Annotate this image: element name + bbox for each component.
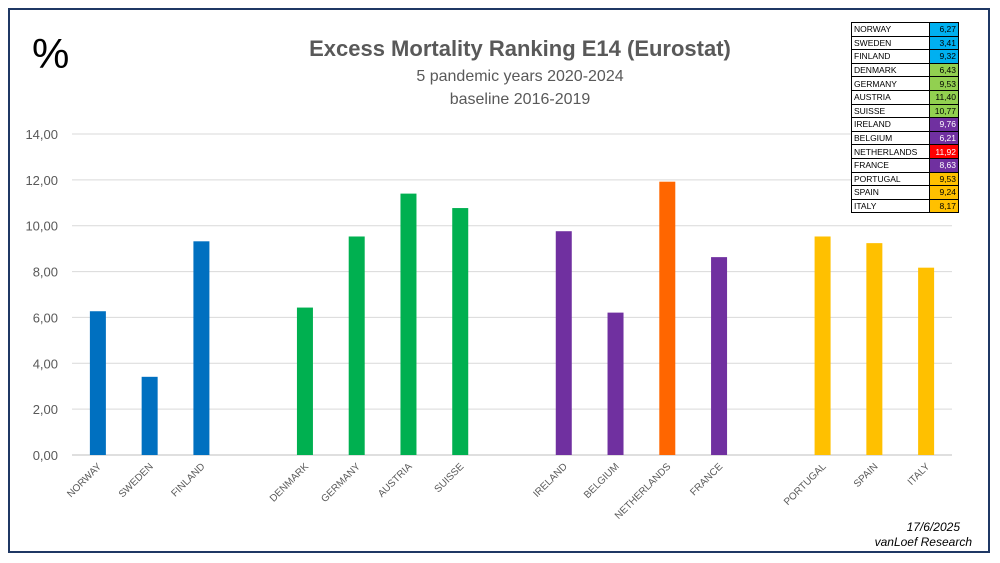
legend-country: FINLAND xyxy=(851,49,930,64)
x-tick-label: AUSTRIA xyxy=(376,461,415,500)
legend-table: NORWAY 6,27 SWEDEN 3,41 FINLAND 9,32 DENMARK 6,… xyxy=(851,22,959,214)
percent-symbol: % xyxy=(32,30,70,77)
legend-row: SPAIN 9,24 xyxy=(851,185,959,200)
legend-country: NETHERLANDS xyxy=(851,144,930,159)
legend-value: 9,24 xyxy=(929,185,959,200)
footer-author: vanLoef Research xyxy=(874,535,972,549)
legend-row: BELGIUM 6,21 xyxy=(851,130,959,146)
bar-france xyxy=(711,257,728,455)
x-tick-label: ITALY xyxy=(906,461,933,488)
legend-country: FRANCE xyxy=(851,157,930,173)
legend-value: 6,21 xyxy=(929,130,959,146)
y-tick-label: 0,00 xyxy=(33,448,58,463)
legend-country: SWEDEN xyxy=(851,35,930,51)
x-tick-label: BELGIUM xyxy=(582,461,622,501)
x-tick-label: SWEDEN xyxy=(117,461,156,500)
legend-row: IRELAND 9,76 xyxy=(851,117,959,132)
legend-country: BELGIUM xyxy=(851,130,930,146)
legend-row: PORTUGAL 9,53 xyxy=(851,171,959,187)
bar-ireland xyxy=(555,231,572,455)
y-tick-label: 14,00 xyxy=(25,127,58,142)
bar-germany xyxy=(348,236,365,455)
x-tick-label: GERMANY xyxy=(319,461,363,505)
legend-row: ITALY 8,17 xyxy=(851,198,959,214)
legend-value: 6,27 xyxy=(929,22,959,37)
bar-suisse xyxy=(452,208,469,455)
legend-row: SWEDEN 3,41 xyxy=(851,35,959,51)
bar-portugal xyxy=(814,236,831,455)
legend-value: 9,53 xyxy=(929,76,959,91)
bar-norway xyxy=(89,311,106,455)
bar-denmark xyxy=(296,307,313,455)
legend-value: 3,41 xyxy=(929,35,959,51)
x-tick-label: NORWAY xyxy=(65,461,104,500)
legend-row: NETHERLANDS 11,92 xyxy=(851,144,959,159)
legend-value: 8,17 xyxy=(929,198,959,214)
x-tick-label: PORTUGAL xyxy=(782,461,829,508)
x-tick-label: IRELAND xyxy=(531,461,569,499)
chart-subtitle-baseline: baseline 2016-2019 xyxy=(449,91,591,108)
legend-row: AUSTRIA 11,40 xyxy=(851,89,959,105)
legend-value: 11,40 xyxy=(929,89,959,105)
legend-country: GERMANY xyxy=(851,76,930,91)
legend-country: SPAIN xyxy=(851,185,930,200)
legend-country: PORTUGAL xyxy=(851,171,930,187)
legend-country: SUISSE xyxy=(851,103,930,119)
legend-country: IRELAND xyxy=(851,117,930,132)
bar-italy xyxy=(918,267,935,455)
bar-austria xyxy=(400,193,417,455)
y-tick-label: 12,00 xyxy=(25,173,58,188)
chart-title: Excess Mortality Ranking E14 (Eurostat) xyxy=(309,36,731,61)
x-tick-label: FINLAND xyxy=(169,461,207,499)
x-tick-label: DENMARK xyxy=(268,461,311,504)
bar-belgium xyxy=(607,312,624,455)
bar-finland xyxy=(193,241,210,455)
legend-value: 6,43 xyxy=(929,62,959,78)
legend-row: FINLAND 9,32 xyxy=(851,49,959,64)
y-tick-label: 4,00 xyxy=(33,356,58,371)
chart-subtitle: 5 pandemic years 2020-2024 xyxy=(416,68,624,85)
legend-value: 11,92 xyxy=(929,144,959,159)
legend-country: AUSTRIA xyxy=(851,89,930,105)
legend-country: ITALY xyxy=(851,198,930,214)
x-tick-label: SPAIN xyxy=(852,461,880,489)
bar-netherlands xyxy=(659,181,676,456)
y-tick-label: 8,00 xyxy=(33,265,58,280)
y-tick-label: 10,00 xyxy=(25,219,58,234)
y-tick-label: 6,00 xyxy=(33,310,58,325)
legend-value: 9,76 xyxy=(929,117,959,132)
legend-country: NORWAY xyxy=(851,22,930,37)
legend-row: FRANCE 8,63 xyxy=(851,157,959,173)
y-tick-label: 2,00 xyxy=(33,402,58,417)
x-tick-label: NETHERLANDS xyxy=(613,461,674,522)
footer-date: 17/6/2025 xyxy=(906,520,960,534)
legend-row: DENMARK 6,43 xyxy=(851,62,959,78)
legend-row: NORWAY 6,27 xyxy=(851,22,959,37)
x-tick-label: FRANCE xyxy=(688,461,725,498)
bar-spain xyxy=(866,243,883,455)
legend-row: SUISSE 10,77 xyxy=(851,103,959,119)
legend-value: 9,53 xyxy=(929,171,959,187)
bar-sweden xyxy=(141,376,158,455)
x-tick-label: SUISSE xyxy=(433,461,467,495)
legend-country: DENMARK xyxy=(851,62,930,78)
legend-value: 9,32 xyxy=(929,49,959,64)
legend-value: 10,77 xyxy=(929,103,959,119)
legend-row: GERMANY 9,53 xyxy=(851,76,959,91)
legend-value: 8,63 xyxy=(929,157,959,173)
